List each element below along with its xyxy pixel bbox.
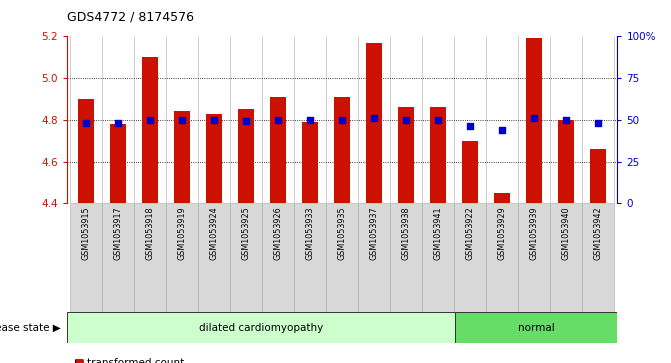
Bar bbox=[398, 107, 414, 203]
Text: GSM1053922: GSM1053922 bbox=[466, 207, 474, 260]
Point bbox=[369, 115, 380, 121]
Text: GSM1053942: GSM1053942 bbox=[594, 207, 603, 260]
Point bbox=[465, 123, 476, 129]
Point bbox=[497, 127, 507, 133]
Point bbox=[145, 117, 156, 123]
Bar bbox=[518, 203, 550, 312]
Bar bbox=[262, 203, 294, 312]
Point bbox=[273, 117, 284, 123]
Bar bbox=[134, 203, 166, 312]
Bar bbox=[326, 203, 358, 312]
Bar bbox=[334, 97, 350, 203]
Point bbox=[433, 117, 444, 123]
Bar bbox=[67, 312, 456, 343]
Text: dilated cardiomyopathy: dilated cardiomyopathy bbox=[199, 323, 323, 333]
Bar bbox=[558, 120, 574, 203]
Point bbox=[81, 120, 92, 126]
Text: normal: normal bbox=[518, 323, 555, 333]
Bar bbox=[238, 109, 254, 203]
Bar bbox=[454, 203, 486, 312]
Bar bbox=[526, 38, 542, 203]
Point bbox=[177, 117, 188, 123]
Bar bbox=[102, 203, 134, 312]
Bar bbox=[550, 203, 582, 312]
Text: disease state ▶: disease state ▶ bbox=[0, 323, 60, 333]
Text: GSM1053929: GSM1053929 bbox=[498, 207, 507, 260]
Text: GSM1053940: GSM1053940 bbox=[562, 207, 570, 260]
Bar bbox=[166, 203, 198, 312]
Bar bbox=[174, 111, 191, 203]
Bar bbox=[302, 122, 318, 203]
Bar bbox=[494, 193, 510, 203]
Point bbox=[592, 120, 603, 126]
Point bbox=[113, 120, 123, 126]
Text: GSM1053939: GSM1053939 bbox=[529, 207, 539, 260]
Text: GSM1053933: GSM1053933 bbox=[306, 207, 315, 260]
Point bbox=[561, 117, 572, 123]
Bar bbox=[391, 203, 422, 312]
Bar bbox=[294, 203, 326, 312]
Point bbox=[401, 117, 411, 123]
Bar bbox=[206, 114, 222, 203]
Bar bbox=[590, 149, 606, 203]
Text: ■: ■ bbox=[74, 358, 84, 363]
Text: GSM1053941: GSM1053941 bbox=[433, 207, 443, 260]
Bar bbox=[456, 312, 617, 343]
Point bbox=[305, 117, 315, 123]
Bar bbox=[198, 203, 230, 312]
Bar bbox=[430, 107, 446, 203]
Bar bbox=[230, 203, 262, 312]
Text: GSM1053935: GSM1053935 bbox=[338, 207, 347, 260]
Text: GSM1053937: GSM1053937 bbox=[370, 207, 378, 260]
Bar bbox=[70, 203, 102, 312]
Point bbox=[337, 117, 348, 123]
Point bbox=[209, 117, 219, 123]
Text: GSM1053919: GSM1053919 bbox=[178, 207, 187, 260]
Text: GSM1053915: GSM1053915 bbox=[82, 207, 91, 260]
Text: GSM1053938: GSM1053938 bbox=[402, 207, 411, 260]
Text: GSM1053925: GSM1053925 bbox=[242, 207, 251, 260]
Bar bbox=[110, 124, 126, 203]
Bar bbox=[422, 203, 454, 312]
Text: GSM1053926: GSM1053926 bbox=[274, 207, 282, 260]
Bar bbox=[486, 203, 518, 312]
Text: GSM1053918: GSM1053918 bbox=[146, 207, 155, 260]
Bar bbox=[79, 99, 95, 203]
Bar bbox=[366, 42, 382, 203]
Bar bbox=[270, 97, 287, 203]
Bar bbox=[142, 57, 158, 203]
Text: ■ transformed count: ■ transformed count bbox=[74, 358, 184, 363]
Point bbox=[241, 119, 252, 125]
Point bbox=[529, 115, 539, 121]
Bar bbox=[358, 203, 391, 312]
Bar bbox=[582, 203, 614, 312]
Text: GDS4772 / 8174576: GDS4772 / 8174576 bbox=[67, 11, 194, 24]
Text: GSM1053924: GSM1053924 bbox=[210, 207, 219, 260]
Bar bbox=[462, 140, 478, 203]
Text: GSM1053917: GSM1053917 bbox=[114, 207, 123, 260]
